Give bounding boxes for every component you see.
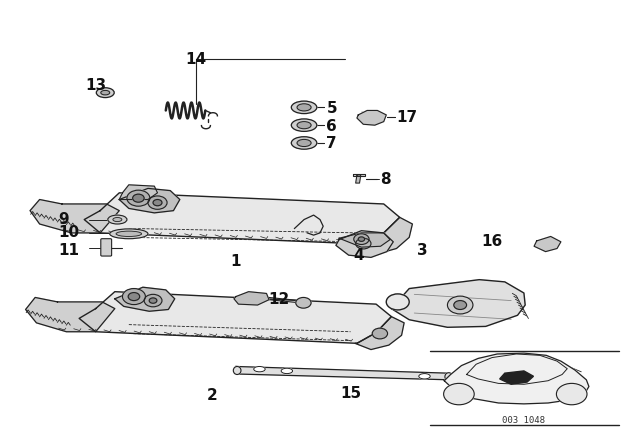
Ellipse shape — [113, 218, 122, 222]
Text: 10: 10 — [59, 225, 80, 241]
Ellipse shape — [291, 101, 317, 114]
Ellipse shape — [97, 88, 114, 98]
Text: 15: 15 — [340, 386, 361, 401]
Circle shape — [447, 296, 473, 314]
Polygon shape — [357, 111, 387, 125]
Ellipse shape — [297, 104, 311, 111]
Ellipse shape — [234, 366, 241, 375]
Polygon shape — [119, 185, 157, 199]
Circle shape — [132, 194, 144, 202]
Text: 2: 2 — [206, 388, 217, 403]
Text: 6: 6 — [326, 119, 337, 134]
Polygon shape — [336, 231, 394, 258]
Text: 3: 3 — [417, 243, 428, 258]
Polygon shape — [79, 292, 392, 343]
Ellipse shape — [253, 366, 265, 372]
Circle shape — [128, 293, 140, 301]
Circle shape — [444, 383, 474, 405]
Polygon shape — [355, 317, 404, 349]
Circle shape — [372, 328, 388, 339]
Ellipse shape — [116, 231, 141, 237]
Circle shape — [153, 199, 162, 206]
Polygon shape — [353, 174, 365, 176]
Text: 12: 12 — [268, 292, 289, 307]
Polygon shape — [500, 371, 534, 384]
Text: 14: 14 — [185, 52, 206, 67]
Circle shape — [556, 383, 587, 405]
Text: 4: 4 — [353, 248, 364, 263]
Text: 16: 16 — [481, 234, 502, 249]
Polygon shape — [236, 366, 451, 380]
Ellipse shape — [297, 139, 311, 146]
Polygon shape — [356, 175, 361, 183]
Circle shape — [358, 237, 365, 241]
Ellipse shape — [109, 229, 148, 239]
Polygon shape — [339, 233, 390, 247]
Circle shape — [144, 294, 162, 307]
Polygon shape — [115, 287, 175, 311]
Ellipse shape — [291, 119, 317, 131]
Text: 5: 5 — [326, 101, 337, 116]
Circle shape — [296, 297, 311, 308]
Circle shape — [149, 298, 157, 303]
FancyBboxPatch shape — [100, 239, 111, 256]
Circle shape — [454, 301, 467, 310]
Ellipse shape — [297, 121, 311, 129]
Circle shape — [122, 289, 145, 305]
Ellipse shape — [100, 90, 109, 95]
Text: 11: 11 — [59, 243, 80, 258]
Polygon shape — [234, 292, 269, 305]
Polygon shape — [30, 199, 119, 233]
Polygon shape — [444, 353, 589, 404]
Polygon shape — [26, 297, 115, 332]
Circle shape — [387, 294, 409, 310]
Text: 13: 13 — [85, 78, 106, 94]
Circle shape — [127, 190, 150, 206]
Text: 003 1048: 003 1048 — [502, 416, 545, 425]
Polygon shape — [392, 280, 525, 327]
Text: 8: 8 — [381, 172, 391, 187]
Circle shape — [354, 234, 369, 245]
Ellipse shape — [419, 374, 430, 379]
Ellipse shape — [108, 215, 127, 224]
Ellipse shape — [445, 373, 452, 381]
Polygon shape — [84, 193, 399, 244]
Text: 1: 1 — [230, 254, 241, 269]
Text: 7: 7 — [326, 136, 337, 151]
Polygon shape — [534, 237, 561, 252]
Ellipse shape — [291, 137, 317, 149]
Text: 9: 9 — [59, 212, 69, 227]
Ellipse shape — [281, 368, 292, 374]
Polygon shape — [365, 217, 412, 253]
Circle shape — [356, 238, 371, 249]
Text: 17: 17 — [396, 110, 417, 125]
Polygon shape — [119, 188, 180, 213]
Circle shape — [148, 196, 167, 209]
